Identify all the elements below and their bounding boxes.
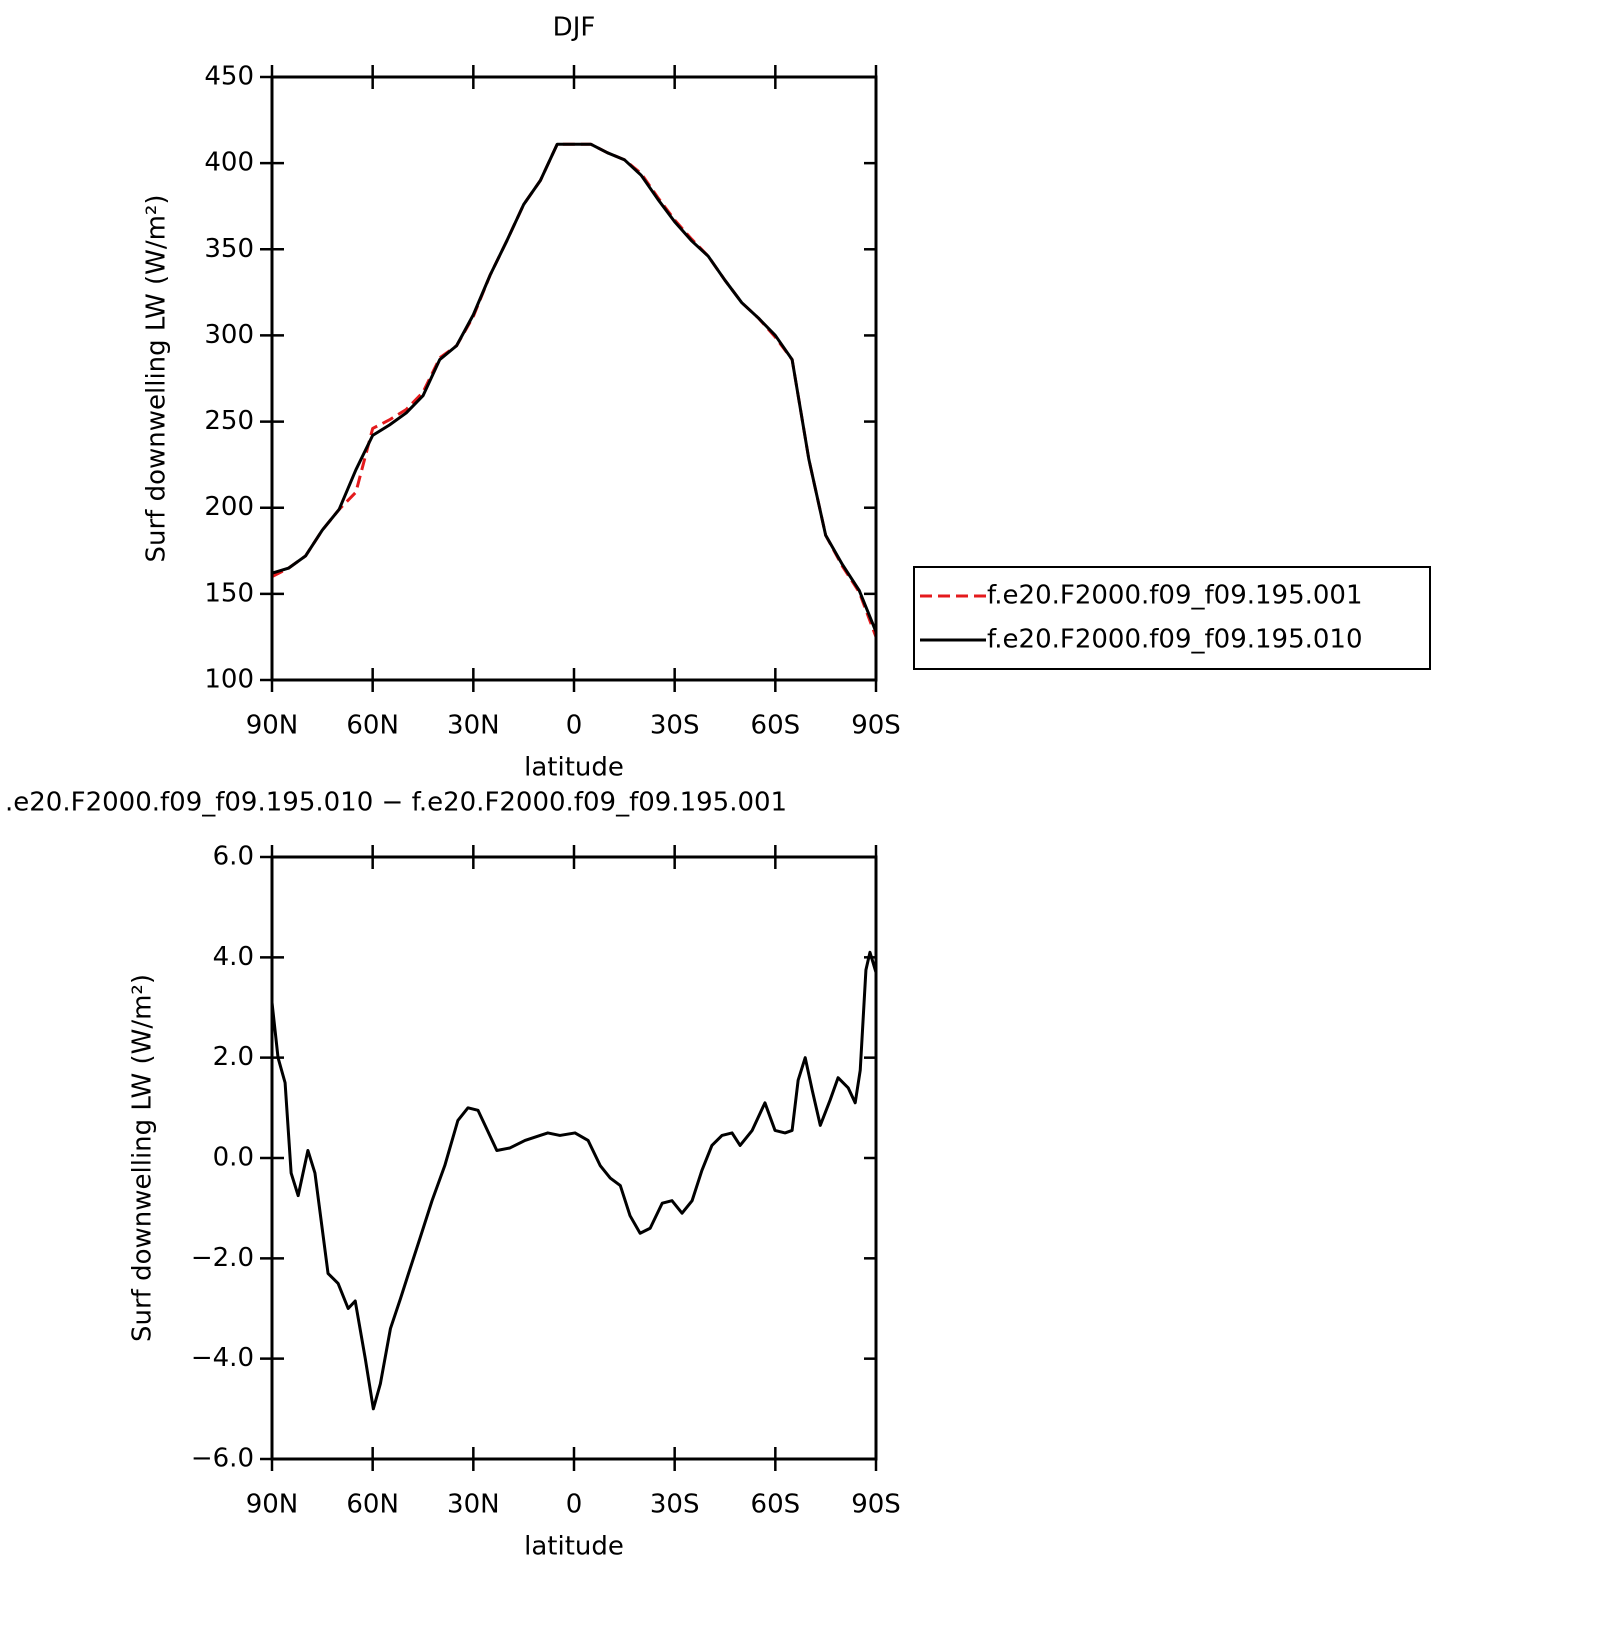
y-tick-label: 450 — [204, 62, 254, 92]
y-axis-label: Surf downwelling LW (W/m²) — [128, 974, 158, 1342]
y-tick-label: −2.0 — [191, 1243, 254, 1273]
y-tick-label: 400 — [204, 148, 254, 178]
y-tick-label: 100 — [204, 665, 254, 695]
y-tick-label: 250 — [204, 406, 254, 436]
x-tick-label: 0 — [566, 711, 583, 741]
x-tick-label: 30S — [650, 1490, 700, 1520]
x-tick-label: 0 — [566, 1490, 583, 1520]
y-tick-label: 300 — [204, 320, 254, 350]
x-tick-label: 90N — [246, 1490, 299, 1520]
x-tick-label: 30S — [650, 711, 700, 741]
x-tick-label: 90S — [851, 711, 901, 741]
data-line — [270, 950, 878, 1411]
x-tick-label: 60S — [751, 1490, 801, 1520]
y-tick-label: 2.0 — [213, 1042, 254, 1072]
x-tick-label: 60N — [346, 711, 399, 741]
chart-title: DJF — [553, 13, 596, 43]
chart-title: .e20.F2000.f09_f09.195.010 − f.e20.F2000… — [5, 788, 787, 818]
y-tick-label: −6.0 — [191, 1444, 254, 1474]
y-tick-label: 4.0 — [213, 942, 254, 972]
y-tick-label: 200 — [204, 492, 254, 522]
y-tick-label: 150 — [204, 578, 254, 608]
data-line — [271, 142, 878, 638]
plot-frame — [270, 75, 878, 682]
x-axis-label: latitude — [524, 753, 624, 783]
y-axis-label: Surf downwelling LW (W/m²) — [142, 195, 172, 563]
x-tick-label: 90S — [851, 1490, 901, 1520]
legend-label: f.e20.F2000.f09_f09.195.001 — [987, 581, 1363, 611]
x-axis-label: latitude — [524, 1532, 624, 1562]
x-tick-label: 60S — [751, 711, 801, 741]
y-tick-label: 0.0 — [213, 1143, 254, 1173]
x-tick-label: 30N — [447, 711, 500, 741]
legend-label: f.e20.F2000.f09_f09.195.010 — [987, 625, 1363, 655]
data-line — [271, 142, 878, 633]
x-tick-label: 90N — [246, 711, 299, 741]
legend-box — [913, 566, 1431, 670]
x-tick-label: 60N — [346, 1490, 399, 1520]
y-tick-label: 6.0 — [213, 842, 254, 872]
plot-frame — [270, 855, 878, 1461]
x-tick-label: 30N — [447, 1490, 500, 1520]
y-tick-label: 350 — [204, 234, 254, 264]
y-tick-label: −4.0 — [191, 1343, 254, 1373]
